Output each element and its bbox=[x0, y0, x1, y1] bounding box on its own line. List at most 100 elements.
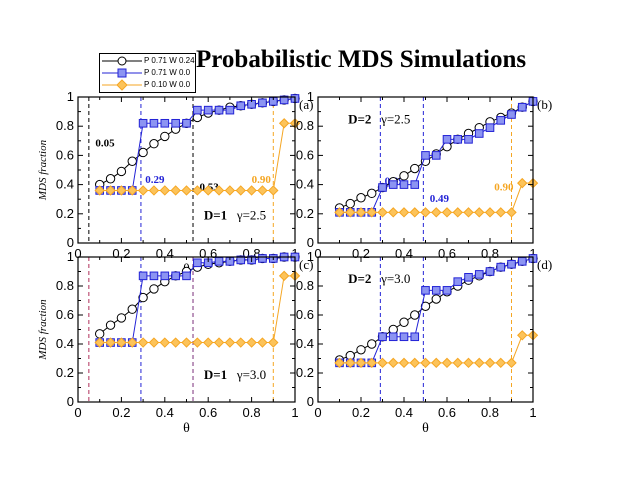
data-point bbox=[388, 332, 398, 342]
data-point bbox=[246, 185, 257, 196]
y-tick-label: 0 bbox=[307, 394, 314, 409]
data-point bbox=[355, 357, 367, 369]
data-point bbox=[138, 118, 148, 128]
legend-label: P 0.10 W 0.0 bbox=[144, 80, 191, 89]
data-point bbox=[192, 185, 203, 196]
data-point bbox=[116, 313, 127, 323]
x-tick-label: 0.4 bbox=[395, 405, 413, 420]
data-point bbox=[442, 135, 452, 144]
data-point bbox=[105, 337, 116, 348]
circle-marker-icon bbox=[102, 56, 142, 66]
data-point bbox=[399, 317, 409, 327]
x-tick-label: 0.6 bbox=[199, 405, 217, 420]
y-tick-label: 0.2 bbox=[56, 365, 74, 380]
y-tick-label: 0.4 bbox=[296, 336, 314, 351]
y-tick-label: 0.8 bbox=[56, 278, 74, 293]
y-tick-label: 0.6 bbox=[296, 307, 314, 322]
legend-item-diamond: P 0.10 W 0.0 bbox=[100, 79, 195, 91]
data-point bbox=[171, 271, 180, 281]
data-point bbox=[410, 310, 420, 320]
x-tick-label: 0.2 bbox=[112, 405, 130, 420]
data-point bbox=[105, 185, 116, 196]
data-point bbox=[367, 188, 377, 199]
y-tick-label: 0.4 bbox=[56, 336, 74, 351]
data-point bbox=[224, 337, 236, 348]
data-point bbox=[474, 207, 485, 218]
data-point bbox=[420, 207, 431, 218]
data-point bbox=[464, 135, 473, 144]
threshold-label: 0.90 bbox=[494, 181, 514, 193]
data-point bbox=[421, 151, 430, 160]
data-point bbox=[235, 185, 246, 196]
data-point bbox=[257, 337, 268, 348]
threshold-label: 0.29 bbox=[145, 174, 165, 186]
data-point bbox=[258, 98, 267, 108]
data-point bbox=[463, 357, 474, 369]
x-tick-label: 0 bbox=[314, 405, 321, 420]
data-point bbox=[463, 207, 474, 218]
data-point bbox=[409, 207, 420, 218]
y-tick-label: 0 bbox=[307, 235, 314, 250]
y-tick-label: 0.2 bbox=[296, 206, 314, 221]
data-point bbox=[345, 207, 356, 218]
data-point bbox=[495, 357, 506, 369]
x-tick-label: 0 bbox=[314, 246, 321, 261]
data-point bbox=[138, 292, 148, 303]
y-tick-label: 0 bbox=[67, 394, 74, 409]
y-tick-label: 1 bbox=[307, 89, 314, 104]
panel-label: (a) bbox=[299, 97, 313, 112]
data-point bbox=[170, 337, 181, 348]
data-point bbox=[213, 185, 225, 196]
data-point bbox=[278, 270, 290, 282]
data-point bbox=[474, 357, 485, 369]
data-point bbox=[507, 110, 516, 119]
data-point bbox=[160, 131, 170, 142]
data-point bbox=[378, 183, 387, 192]
threshold-label: 0.49 bbox=[430, 193, 450, 205]
square-marker-icon bbox=[102, 68, 142, 78]
figure-title: Probabilistic MDS Simulations bbox=[196, 46, 527, 73]
gamma-annotation: γ=3.0 bbox=[236, 367, 266, 382]
data-point bbox=[268, 185, 279, 196]
data-point bbox=[356, 345, 366, 355]
data-point bbox=[485, 123, 495, 132]
x-tick-label: 0.4 bbox=[156, 405, 174, 420]
data-point bbox=[127, 156, 137, 166]
y-tick-label: 0.8 bbox=[296, 278, 314, 293]
y-tick-label: 0.6 bbox=[56, 147, 74, 162]
y-tick-label: 0.2 bbox=[56, 206, 74, 221]
y-tick-label: 0.2 bbox=[296, 365, 314, 380]
chart-panel: 0.290.490.9000.20.40.60.8100.20.40.60.81… bbox=[296, 89, 552, 261]
y-tick-label: 0.6 bbox=[296, 147, 314, 162]
dimension-annotation: D=1 bbox=[204, 367, 227, 382]
data-point bbox=[203, 105, 213, 115]
legend-item-circle: P 0.71 W 0.24 bbox=[100, 55, 195, 67]
x-tick-label: 0 bbox=[74, 405, 81, 420]
chart-panel: 0.050.290.530.9000.20.40.60.8100.20.40.6… bbox=[37, 89, 313, 277]
y-tick-label: 0.6 bbox=[56, 307, 74, 322]
data-point bbox=[431, 151, 441, 160]
data-point bbox=[138, 271, 148, 281]
data-point bbox=[388, 357, 399, 369]
x-tick-label: 1 bbox=[529, 405, 536, 420]
y-tick-label: 1 bbox=[307, 249, 314, 264]
legend-item-square: P 0.71 W 0.0 bbox=[100, 67, 195, 79]
data-point bbox=[517, 177, 528, 189]
data-point bbox=[202, 337, 214, 348]
data-point bbox=[485, 267, 495, 276]
x-tick-label: 0.2 bbox=[352, 405, 370, 420]
data-point bbox=[398, 357, 410, 369]
data-point bbox=[138, 147, 148, 158]
data-point bbox=[182, 271, 191, 281]
data-point bbox=[420, 357, 431, 369]
data-point bbox=[148, 185, 160, 196]
data-point bbox=[517, 102, 527, 112]
data-point bbox=[464, 273, 473, 282]
data-point bbox=[160, 118, 170, 128]
data-point bbox=[127, 337, 138, 348]
data-point bbox=[355, 207, 367, 218]
data-point bbox=[105, 174, 116, 184]
data-point bbox=[278, 118, 290, 129]
data-point bbox=[213, 337, 225, 348]
data-point bbox=[399, 180, 409, 189]
